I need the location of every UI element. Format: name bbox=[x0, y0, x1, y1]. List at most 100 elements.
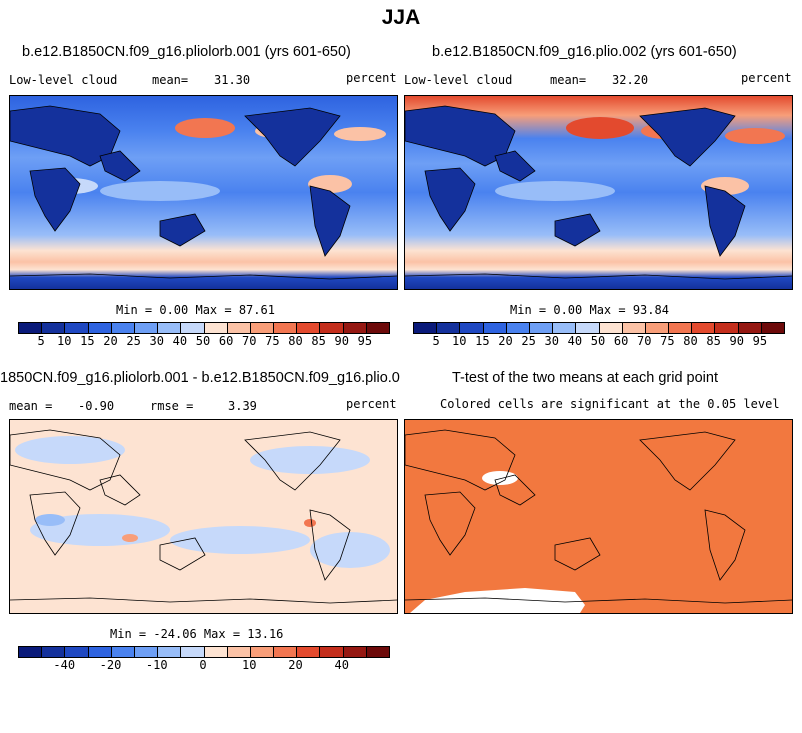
colorbar-tick-label: 20 bbox=[498, 334, 513, 348]
colorbar-tick-label: 25 bbox=[126, 334, 141, 348]
colorbar-swatch bbox=[180, 323, 204, 333]
panel3-colorbar bbox=[18, 646, 390, 658]
colorbar-swatch bbox=[273, 323, 297, 333]
colorbar-swatch bbox=[157, 323, 181, 333]
colorbar-swatch bbox=[296, 323, 320, 333]
colorbar-tick-label: 95 bbox=[357, 334, 373, 348]
colorbar-swatch bbox=[621, 323, 645, 333]
colorbar-swatch bbox=[133, 647, 158, 657]
colorbar-swatch bbox=[575, 323, 599, 333]
colorbar-swatch bbox=[528, 323, 553, 333]
colorbar-swatch bbox=[133, 323, 158, 333]
colorbar-swatch bbox=[598, 323, 622, 333]
colorbar-swatch bbox=[157, 647, 181, 657]
colorbar-swatch bbox=[110, 323, 134, 333]
colorbar-tick-label: 30 bbox=[544, 334, 559, 348]
colorbar-swatch bbox=[505, 323, 529, 333]
colorbar-swatch bbox=[19, 647, 42, 657]
panel4-subtitle: Colored cells are significant at the 0.0… bbox=[440, 397, 780, 411]
colorbar-tick-label: 15 bbox=[80, 334, 95, 348]
panel2-mean-value: 32.20 bbox=[612, 73, 649, 87]
colorbar-tick-label: 70 bbox=[242, 334, 257, 348]
panel4-significance-fill bbox=[405, 420, 792, 613]
panel3-colorbar-ticks: -40 -20 -10 0 10 20 40 bbox=[18, 658, 390, 674]
colorbar-tick-label: 90 bbox=[334, 334, 349, 348]
panel1-units: percent bbox=[346, 71, 397, 85]
colorbar-swatch bbox=[249, 647, 274, 657]
colorbar-tick-label: 20 bbox=[103, 334, 118, 348]
panel3-rmse-value: 3.39 bbox=[228, 399, 257, 413]
colorbar-tick-label: 85 bbox=[706, 334, 721, 348]
panel1-mean-value: 31.30 bbox=[214, 73, 251, 87]
colorbar-tick-label: 60 bbox=[613, 334, 629, 348]
colorbar-tick-label: 5 bbox=[432, 334, 440, 348]
colorbar-tick-label: 40 bbox=[334, 658, 349, 672]
colorbar-swatch bbox=[691, 323, 715, 333]
panel2-variable-label: Low-level cloud bbox=[404, 73, 513, 87]
colorbar-tick-label: 10 bbox=[57, 334, 72, 348]
panel3-title: 1850CN.f09_g16.pliolorb.001 - b.e12.B185… bbox=[0, 370, 400, 386]
colorbar-tick-label: 25 bbox=[521, 334, 536, 348]
colorbar-tick-label: 30 bbox=[149, 334, 164, 348]
colorbar-swatch bbox=[552, 323, 576, 333]
colorbar-swatch bbox=[41, 647, 65, 657]
colorbar-swatch bbox=[365, 323, 389, 333]
colorbar-swatch bbox=[19, 323, 42, 333]
colorbar-tick-label: 15 bbox=[475, 334, 490, 348]
colorbar-swatch bbox=[436, 323, 460, 333]
colorbar-tick-label: 75 bbox=[660, 334, 675, 348]
colorbar-swatch bbox=[342, 323, 366, 333]
panel2-map bbox=[404, 95, 793, 290]
colorbar-swatch bbox=[459, 323, 483, 333]
colorbar-tick-label: -40 bbox=[53, 658, 76, 672]
panel4-title: T-test of the two means at each grid poi… bbox=[452, 370, 718, 386]
colorbar-swatch bbox=[760, 323, 784, 333]
panel3-mean-label: mean = bbox=[9, 399, 53, 413]
colorbar-tick-label: 85 bbox=[311, 334, 326, 348]
colorbar-swatch bbox=[482, 323, 506, 333]
panel2-units: percent bbox=[741, 71, 792, 85]
colorbar-swatch bbox=[319, 647, 343, 657]
colorbar-swatch bbox=[644, 323, 669, 333]
panel3-rmse-label: rmse = bbox=[150, 399, 194, 413]
colorbar-swatch bbox=[668, 323, 692, 333]
colorbar-swatch bbox=[87, 323, 111, 333]
panel2-colorbar-ticks: 5 10 15 20 25 30 40 50 60 70 75 80 85 90 95 bbox=[413, 334, 785, 350]
colorbar-swatch bbox=[737, 323, 761, 333]
panel3-minmax: Min = -24.06 Max = 13.16 bbox=[110, 627, 284, 641]
colorbar-swatch bbox=[319, 323, 343, 333]
colorbar-tick-label: 95 bbox=[752, 334, 768, 348]
panel2-title: b.e12.B1850CN.f09_g16.plio.002 (yrs 601-… bbox=[432, 44, 737, 60]
panel3-units: percent bbox=[346, 397, 397, 411]
colorbar-tick-label: 10 bbox=[452, 334, 467, 348]
colorbar-tick-label: 50 bbox=[590, 334, 606, 348]
panel3-mean-value: -0.90 bbox=[78, 399, 115, 413]
colorbar-tick-label: 10 bbox=[242, 658, 257, 672]
colorbar-tick-label: 80 bbox=[683, 334, 698, 348]
colorbar-swatch bbox=[296, 647, 320, 657]
colorbar-tick-label: 0 bbox=[199, 658, 207, 672]
panel2-mean-label: mean= bbox=[550, 73, 587, 87]
panel2-minmax: Min = 0.00 Max = 93.84 bbox=[510, 303, 669, 317]
colorbar-swatch bbox=[414, 323, 437, 333]
colorbar-tick-label: 20 bbox=[288, 658, 303, 672]
colorbar-tick-label: 70 bbox=[637, 334, 652, 348]
colorbar-swatch bbox=[714, 323, 738, 333]
colorbar-tick-label: 5 bbox=[37, 334, 45, 348]
colorbar-swatch bbox=[342, 647, 366, 657]
colorbar-swatch bbox=[226, 647, 250, 657]
colorbar-tick-label: 60 bbox=[218, 334, 234, 348]
colorbar-tick-label: -20 bbox=[99, 658, 122, 672]
colorbar-swatch bbox=[273, 647, 297, 657]
figure-title: JJA bbox=[381, 6, 421, 29]
colorbar-swatch bbox=[203, 323, 227, 333]
colorbar-swatch bbox=[87, 647, 111, 657]
colorbar-swatch bbox=[203, 647, 227, 657]
panel1-map bbox=[9, 95, 398, 290]
panel4-map bbox=[404, 419, 793, 614]
colorbar-swatch bbox=[41, 323, 65, 333]
colorbar-tick-label: -10 bbox=[145, 658, 168, 672]
panel1-title: b.e12.B1850CN.f09_g16.pliolorb.001 (yrs … bbox=[22, 44, 351, 60]
colorbar-tick-label: 75 bbox=[265, 334, 280, 348]
colorbar-tick-label: 80 bbox=[288, 334, 303, 348]
